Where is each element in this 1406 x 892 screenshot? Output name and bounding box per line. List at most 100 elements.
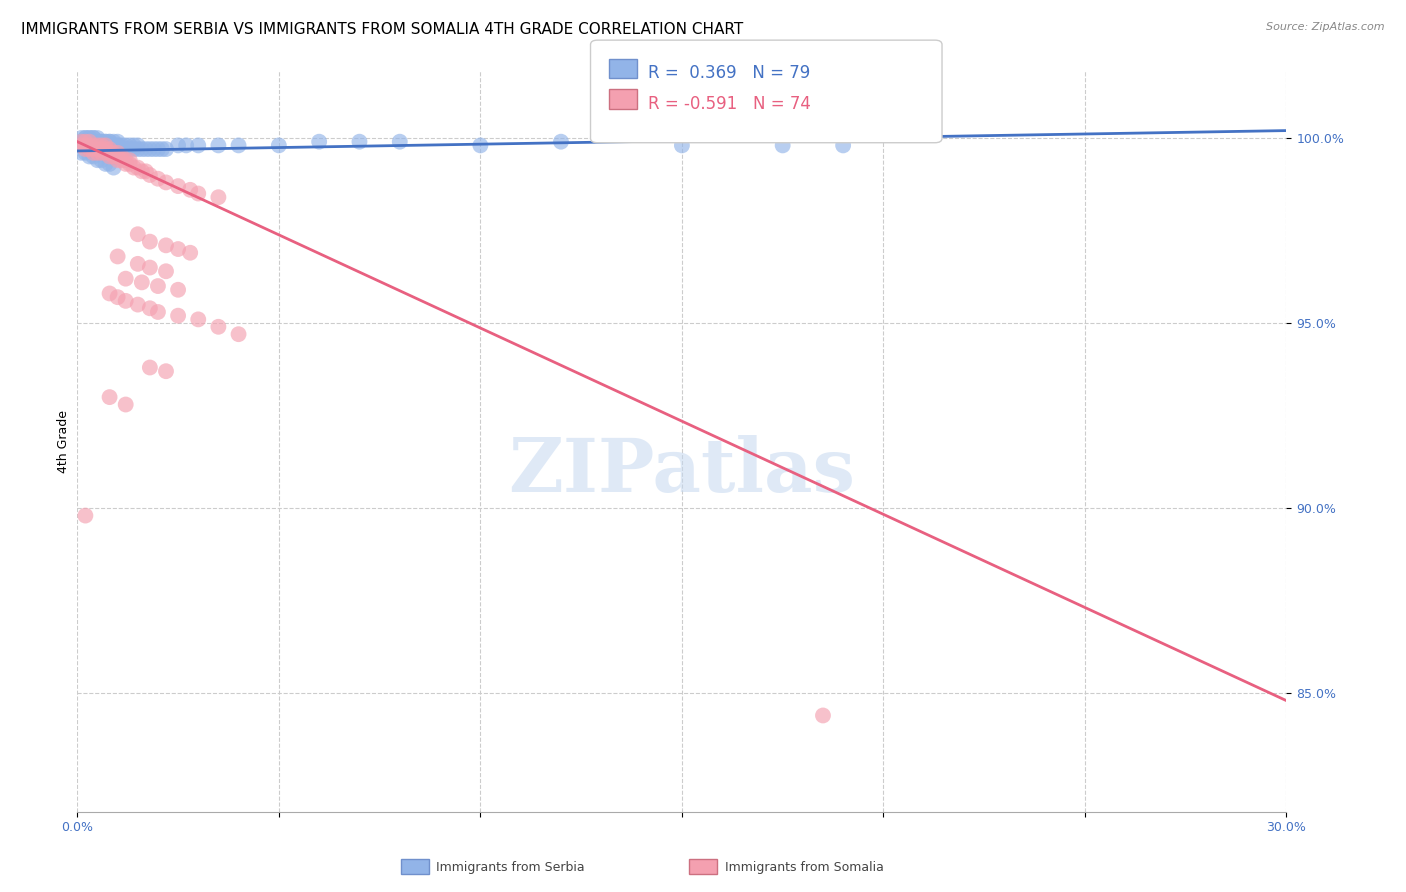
Point: [114, 142, 136, 156]
Point: [90, 135, 112, 149]
Point: [86, 145, 108, 160]
Point: [90, 142, 112, 156]
Point: [139, 260, 162, 275]
Point: [94, 135, 117, 149]
Point: [98, 142, 121, 156]
Point: [70, 138, 93, 153]
Point: [103, 161, 125, 175]
Point: [228, 327, 250, 342]
Point: [98, 142, 121, 156]
Point: [75, 131, 97, 145]
Point: [127, 227, 149, 242]
Point: [94, 142, 117, 156]
Point: [86, 142, 108, 156]
Text: R = -0.591   N = 74: R = -0.591 N = 74: [648, 95, 811, 113]
Point: [107, 142, 129, 156]
Point: [82, 135, 104, 149]
Point: [155, 175, 177, 189]
Point: [75, 138, 97, 153]
Point: [187, 138, 209, 153]
Point: [811, 708, 834, 723]
Point: [155, 264, 177, 278]
Point: [308, 135, 330, 149]
Point: [75, 138, 97, 153]
Point: [122, 142, 145, 156]
Point: [70, 131, 93, 145]
Point: [98, 149, 121, 163]
Point: [98, 286, 121, 301]
Point: [118, 142, 141, 156]
Point: [207, 319, 229, 334]
Point: [207, 190, 229, 204]
Point: [70, 135, 93, 149]
Point: [127, 138, 149, 153]
Point: [155, 364, 177, 378]
Point: [146, 305, 169, 319]
Point: [94, 138, 117, 153]
Point: [86, 135, 108, 149]
Point: [135, 142, 157, 156]
Point: [671, 138, 693, 153]
Point: [103, 135, 125, 149]
Point: [90, 138, 112, 153]
Point: [94, 138, 117, 153]
Point: [150, 142, 173, 156]
Point: [131, 164, 153, 178]
Point: [111, 153, 134, 168]
Point: [167, 138, 190, 153]
Point: [139, 301, 162, 316]
Text: Source: ZipAtlas.com: Source: ZipAtlas.com: [1267, 22, 1385, 32]
Point: [75, 135, 97, 149]
Point: [94, 135, 117, 149]
Point: [75, 145, 97, 160]
Point: [90, 138, 112, 153]
Point: [79, 142, 101, 156]
Point: [142, 142, 165, 156]
Text: Immigrants from Serbia: Immigrants from Serbia: [436, 861, 585, 873]
Point: [179, 245, 201, 260]
Point: [118, 153, 141, 168]
Point: [98, 157, 121, 171]
Point: [94, 157, 117, 171]
Point: [79, 138, 101, 153]
Point: [94, 142, 117, 156]
Point: [98, 390, 121, 404]
Point: [82, 138, 104, 153]
Point: [146, 279, 169, 293]
Point: [94, 145, 117, 160]
Point: [90, 135, 112, 149]
Point: [98, 135, 121, 149]
Point: [75, 508, 97, 523]
Point: [146, 142, 169, 156]
Point: [146, 171, 169, 186]
Point: [107, 138, 129, 153]
Point: [86, 131, 108, 145]
Point: [107, 249, 129, 263]
Point: [75, 131, 97, 145]
Point: [127, 142, 149, 156]
Point: [79, 135, 101, 149]
Point: [207, 138, 229, 153]
Point: [187, 186, 209, 201]
Point: [832, 138, 855, 153]
Point: [82, 131, 104, 145]
Point: [86, 135, 108, 149]
Point: [86, 138, 108, 153]
Point: [107, 138, 129, 153]
Point: [167, 242, 190, 256]
Point: [103, 145, 125, 160]
Point: [82, 131, 104, 145]
Point: [550, 135, 572, 149]
Point: [167, 283, 190, 297]
Point: [127, 257, 149, 271]
Y-axis label: 4th Grade: 4th Grade: [58, 410, 70, 473]
Point: [111, 138, 134, 153]
Point: [131, 276, 153, 290]
Point: [179, 183, 201, 197]
Point: [470, 138, 492, 153]
Point: [114, 138, 136, 153]
Point: [90, 145, 112, 160]
Point: [79, 149, 101, 163]
Point: [118, 157, 141, 171]
Point: [127, 161, 149, 175]
